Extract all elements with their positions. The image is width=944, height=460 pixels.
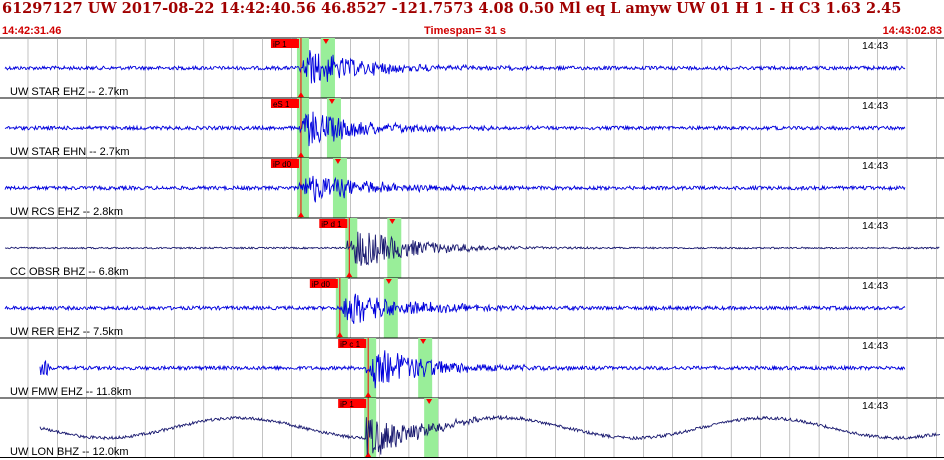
channel-time-label: 14:43 bbox=[862, 100, 888, 112]
event-title: 61297127 UW 2017-08-22 14:42:40.56 46.85… bbox=[2, 0, 902, 17]
s-window bbox=[332, 158, 347, 218]
pick-triangle-down bbox=[328, 99, 335, 104]
pick-flag[interactable] bbox=[338, 339, 367, 348]
pick-triangle-up bbox=[365, 392, 372, 397]
pick-triangle-down bbox=[385, 279, 392, 284]
channel-label: UW LON BHZ -- 12.0km bbox=[10, 446, 129, 458]
start-time: 14:42:31.46 bbox=[2, 25, 62, 37]
end-time: 14:43:02.83 bbox=[882, 25, 942, 37]
channel-row[interactable]: iP 1 14:43 UW STAR EHZ -- 2.7km bbox=[0, 37, 944, 98]
channel-time-label: 14:43 bbox=[862, 340, 888, 352]
channel-time-label: 14:43 bbox=[862, 40, 888, 52]
waveform-trace[interactable] bbox=[4, 175, 906, 203]
s-window bbox=[418, 338, 433, 398]
channel-row[interactable]: iP d 1 14:43 CC OBSR BHZ -- 6.8km bbox=[0, 217, 944, 278]
waveform-trace[interactable] bbox=[4, 293, 906, 324]
pick-triangle-up bbox=[336, 332, 343, 337]
channel-time-label: 14:43 bbox=[862, 220, 888, 232]
channel-time-label: 14:43 bbox=[862, 160, 888, 172]
pick-flag[interactable] bbox=[309, 279, 338, 288]
pick-flag[interactable] bbox=[319, 219, 348, 228]
pick-flag[interactable] bbox=[270, 99, 299, 108]
channel-time-label: 14:43 bbox=[862, 280, 888, 292]
channel-label: UW STAR EHN -- 2.7km bbox=[10, 146, 130, 158]
waveform-trace[interactable] bbox=[4, 111, 906, 147]
p-window bbox=[296, 98, 309, 158]
pick-label: iP 1 bbox=[273, 40, 287, 49]
pick-flag[interactable] bbox=[270, 39, 299, 48]
channel-row[interactable]: iP 1 14:43 UW LON BHZ -- 12.0km bbox=[0, 397, 944, 458]
pick-triangle-down bbox=[426, 399, 433, 404]
channel-label: CC OBSR BHZ -- 6.8km bbox=[10, 266, 129, 278]
pick-triangle-up bbox=[297, 92, 304, 97]
waveform-trace[interactable] bbox=[4, 231, 940, 266]
channel-label: UW RCS EHZ -- 2.8km bbox=[10, 206, 123, 218]
waveform-trace[interactable] bbox=[39, 350, 906, 389]
s-window bbox=[326, 98, 341, 158]
pick-triangle-down bbox=[334, 159, 341, 164]
waveform-trace[interactable] bbox=[39, 414, 941, 455]
channel-label: UW STAR EHZ -- 2.7km bbox=[10, 86, 128, 98]
channel-row[interactable]: iP d0 14:43 UW RCS EHZ -- 2.8km bbox=[0, 157, 944, 218]
waveform-trace[interactable] bbox=[4, 50, 906, 84]
p-window bbox=[345, 218, 358, 278]
pick-label: iP d 1 bbox=[321, 220, 342, 229]
pick-label: eS 1 bbox=[273, 100, 290, 109]
channel-label: UW FMW EHZ -- 11.8km bbox=[10, 386, 131, 398]
pick-label: iP c 1 bbox=[340, 340, 360, 349]
channel-row[interactable]: iP d0 14:43 UW RER EHZ -- 7.5km bbox=[0, 277, 944, 338]
pick-triangle-up bbox=[365, 452, 372, 457]
pick-label: iP 1 bbox=[340, 400, 354, 409]
pick-triangle-down bbox=[322, 39, 329, 44]
channel-row[interactable]: eS 1 14:43 UW STAR EHN -- 2.7km bbox=[0, 97, 944, 158]
pick-label: iP d0 bbox=[312, 280, 331, 289]
pick-label: iP d0 bbox=[273, 160, 292, 169]
pick-flag[interactable] bbox=[338, 399, 367, 408]
timespan-label: Timespan= 31 s bbox=[424, 25, 507, 37]
pick-triangle-up bbox=[297, 212, 304, 217]
channel-time-label: 14:43 bbox=[862, 400, 888, 412]
channel-label: UW RER EHZ -- 7.5km bbox=[10, 326, 123, 338]
pick-triangle-down bbox=[389, 219, 396, 224]
pick-triangle-down bbox=[420, 339, 427, 344]
pick-flag[interactable] bbox=[270, 159, 299, 168]
pick-triangle-up bbox=[297, 152, 304, 157]
pick-triangle-up bbox=[346, 272, 353, 277]
header-bar: 61297127 UW 2017-08-22 14:42:40.56 46.85… bbox=[0, 0, 944, 23]
channel-row[interactable]: iP c 1 14:43 UW FMW EHZ -- 11.8km bbox=[0, 337, 944, 398]
